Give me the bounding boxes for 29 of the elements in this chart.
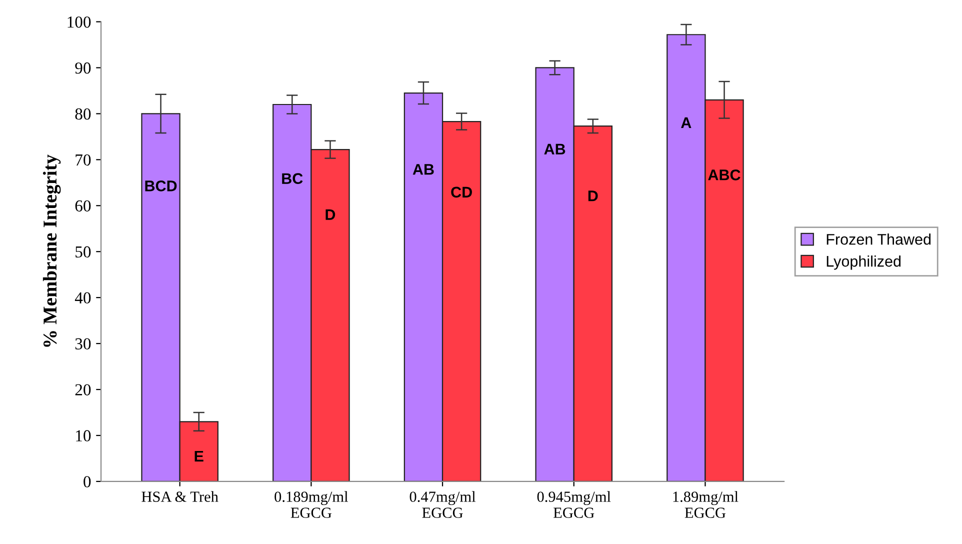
legend-label: Frozen Thawed: [826, 234, 931, 245]
data-label: BCD: [145, 180, 177, 192]
data-label: AB: [412, 164, 434, 175]
y-tick-label: 0: [84, 476, 91, 488]
data-label: D: [326, 209, 336, 220]
data-label: E: [194, 450, 204, 462]
y-tick-label: 50: [76, 246, 91, 258]
y-tick-label: 60: [75, 200, 91, 212]
y-tick-label: 80: [75, 108, 91, 120]
y-tick-label: 30: [75, 338, 91, 350]
x-tick-label: HSA & Treh: [142, 491, 218, 502]
data-label: A: [681, 117, 692, 128]
y-tick-label: 20: [75, 384, 91, 396]
legend-label: Lyophilized: [826, 256, 901, 270]
data-label: CD: [451, 186, 472, 198]
x-tick-label: 1.89mg/ml EGCG: [673, 491, 738, 518]
data-label: AB: [544, 144, 566, 154]
x-tick-label: 0.47mg/ml EGCG: [410, 491, 476, 518]
x-tick-label: 0.945mg/ml EGCG: [537, 491, 611, 518]
y-tick-label: 100: [68, 16, 91, 28]
y-tick-label: 40: [74, 292, 91, 304]
x-tick-label: 0.189mg/ml EGCG: [274, 491, 348, 518]
data-label: D: [588, 190, 598, 202]
data-label: ABC: [708, 169, 740, 180]
data-label: BC: [282, 173, 303, 184]
y-axis-title: % Membrane Integrity: [42, 154, 61, 347]
y-tick-label: 90: [75, 62, 91, 74]
y-tick-label: 10: [76, 430, 91, 442]
y-tick-label: 70: [76, 154, 91, 166]
